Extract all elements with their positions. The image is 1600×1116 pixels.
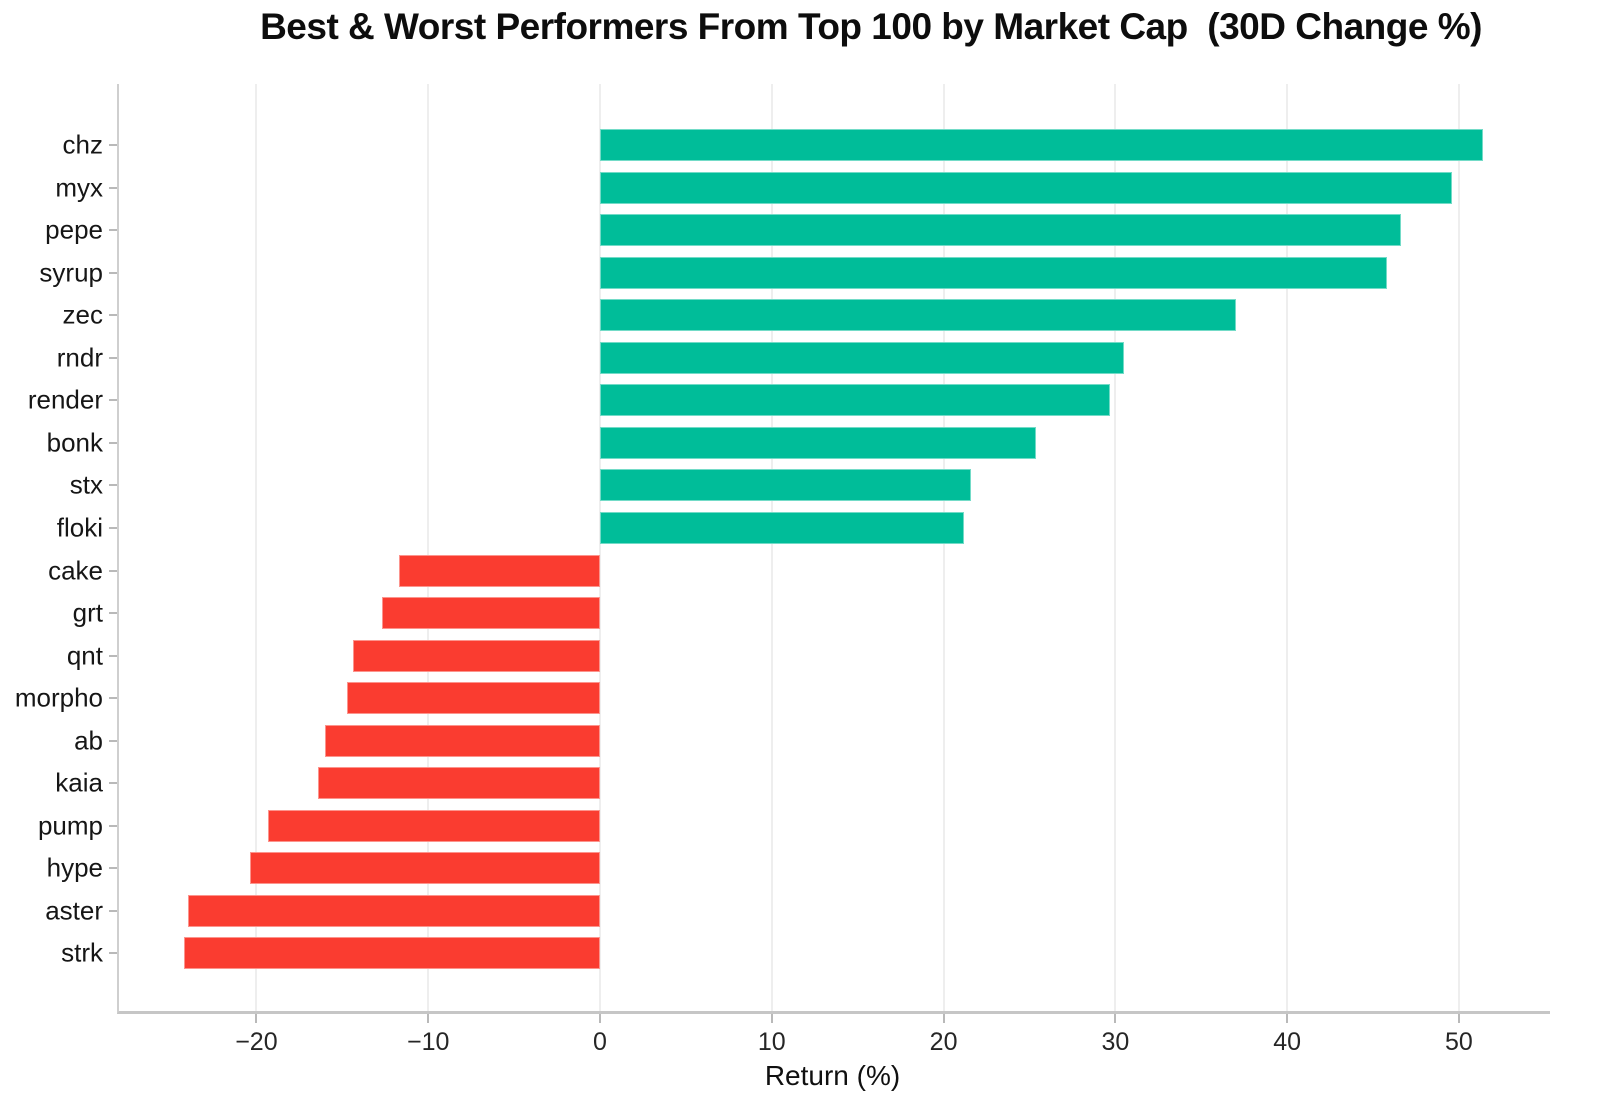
y-tick: [109, 569, 117, 572]
gridline: [1114, 84, 1117, 1011]
y-tick: [109, 144, 117, 146]
bar: [268, 809, 600, 842]
y-tick-label: chz: [62, 129, 103, 160]
gridline: [1286, 84, 1289, 1011]
x-tick: [599, 1014, 601, 1023]
x-tick: [1457, 1014, 1460, 1023]
y-tick: [109, 697, 117, 700]
y-tick: [109, 909, 117, 912]
y-tick: [109, 314, 117, 317]
x-tick-label: −10: [407, 1028, 450, 1056]
x-tick-label: 20: [929, 1028, 958, 1056]
bar: [381, 597, 600, 630]
y-tick: [109, 952, 117, 955]
gridline: [255, 84, 258, 1011]
bar: [600, 426, 1037, 459]
bar: [187, 894, 600, 927]
gridline: [599, 84, 601, 1011]
y-tick: [109, 484, 117, 487]
y-tick: [109, 229, 117, 232]
bar: [600, 129, 1483, 161]
y-tick: [109, 526, 117, 529]
y-tick-label: pepe: [45, 214, 103, 245]
bar: [600, 299, 1236, 332]
bar: [600, 214, 1401, 247]
x-axis-label: Return (%): [764, 1060, 901, 1091]
y-tick: [109, 399, 117, 402]
x-tick-label: −20: [235, 1028, 278, 1056]
x-tick: [1286, 1014, 1289, 1023]
gridline: [427, 84, 430, 1011]
bar: [600, 469, 972, 502]
y-tick-label: qnt: [66, 640, 103, 671]
bar: [347, 682, 600, 715]
y-tick-label: rndr: [56, 342, 103, 373]
bar: [249, 852, 600, 885]
x-tick-label: 30: [1101, 1028, 1130, 1056]
y-tick: [109, 271, 117, 274]
bar: [600, 341, 1124, 374]
y-tick-label: render: [27, 384, 103, 415]
y-tick: [109, 612, 117, 615]
bar: [600, 256, 1387, 289]
x-tick: [942, 1014, 945, 1023]
y-tick-label: bonk: [46, 427, 103, 458]
y-tick-label: cake: [48, 555, 103, 585]
x-tick: [1114, 1014, 1117, 1023]
bar: [600, 384, 1111, 417]
y-tick: [109, 441, 117, 444]
y-tick-label: aster: [45, 895, 103, 926]
gridline: [942, 84, 945, 1011]
y-tick-label: syrup: [39, 257, 103, 288]
y-tick: [109, 782, 117, 785]
y-tick-label: ab: [74, 725, 103, 756]
bar: [318, 767, 600, 800]
y-tick: [109, 186, 117, 189]
x-tick: [427, 1014, 430, 1023]
y-tick: [109, 824, 117, 827]
gridline: [770, 84, 773, 1011]
y-tick-label: zec: [62, 299, 103, 330]
y-tick-label: hype: [46, 852, 103, 883]
x-tick-label: 50: [1445, 1028, 1473, 1056]
gridline: [1457, 84, 1460, 1011]
x-tick-label: 10: [757, 1028, 786, 1056]
plot-area: −20 −10 0 10 20 30 40 50 chz myx pepe syrup zec rndr r…: [15, 84, 1550, 1056]
y-tick-label: myx: [55, 172, 103, 203]
y-tick: [109, 739, 117, 742]
bar: [600, 171, 1453, 204]
bar: [399, 554, 600, 587]
x-tick: [255, 1014, 258, 1023]
y-tick-label: pump: [37, 810, 103, 841]
bar: [184, 937, 600, 970]
bar: [600, 511, 965, 544]
y-tick-label: grt: [72, 597, 103, 628]
y-tick-label: kaia: [55, 767, 103, 798]
x-tick-label: 40: [1273, 1028, 1302, 1056]
bar: [325, 724, 600, 757]
y-tick-label: strk: [61, 937, 103, 968]
bar: [352, 639, 600, 672]
y-tick-label: floki: [56, 512, 103, 543]
chart-title: Best & Worst Performers From Top 100 by …: [260, 6, 1482, 47]
x-tick: [770, 1014, 773, 1023]
x-tick-label: 0: [593, 1028, 607, 1056]
y-tick: [109, 867, 117, 870]
y-tick: [109, 654, 117, 657]
y-tick-label: morpho: [14, 682, 103, 713]
y-tick: [109, 356, 117, 359]
y-tick-label: stx: [69, 469, 103, 500]
